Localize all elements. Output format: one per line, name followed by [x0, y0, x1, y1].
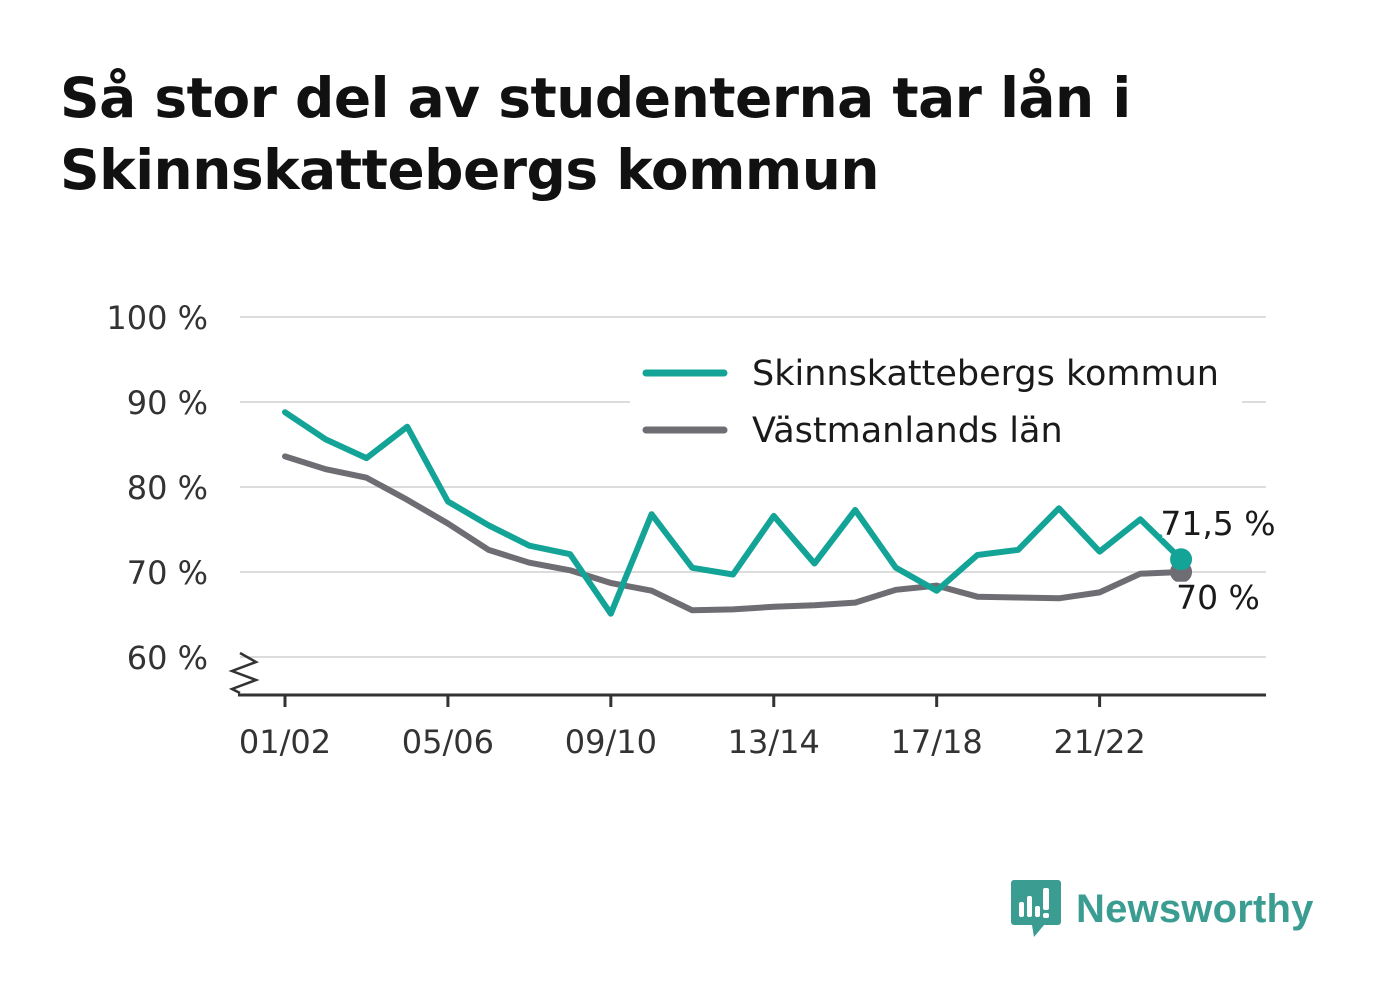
end-point-kommun [1170, 548, 1193, 571]
series-line-lan [282, 453, 1185, 614]
x-tick-label: 21/22 [1053, 723, 1145, 761]
x-tick-label: 01/02 [239, 723, 331, 761]
legend: Skinnskattebergs kommun Västmanlands län [630, 345, 1242, 455]
chart-title: Så stor del av studenterna tar lån i Ski… [60, 62, 1260, 206]
legend-label: Skinnskattebergs kommun [752, 354, 1219, 394]
x-axis-tick-labels: 01/02 05/06 09/10 13/14 17/18 21/22 [239, 723, 1146, 761]
end-label-lan: 70 % [1176, 578, 1260, 617]
brand-name: Newsworthy [1076, 886, 1314, 931]
legend-label: Västmanlands län [752, 411, 1063, 451]
series-lines [282, 409, 1193, 617]
x-tick-label: 17/18 [891, 723, 983, 761]
title-line-1: Så stor del av studenterna tar lån i [60, 66, 1131, 130]
x-tick-label: 09/10 [565, 723, 657, 761]
x-tick-label: 13/14 [728, 723, 820, 761]
x-axis [228, 651, 1266, 707]
y-tick-label: 70 % [127, 554, 208, 592]
newsworthy-logo-icon [1011, 880, 1061, 937]
end-label-kommun: 71,5 % [1160, 504, 1275, 543]
axis-break-icon [228, 651, 260, 695]
end-labels: 71,5 % 70 % [1157, 501, 1278, 620]
y-axis-tick-labels: 60 % 70 % 80 % 90 % 100 % [106, 299, 208, 677]
y-tick-label: 90 % [127, 384, 208, 422]
series-line-kommun [282, 409, 1185, 617]
x-tick-label: 05/06 [402, 723, 494, 761]
title-line-2: Skinnskattebergs kommun [60, 138, 880, 202]
legend-background [630, 345, 1242, 455]
newsworthy-logo: Newsworthy [1010, 878, 1314, 940]
y-tick-label: 60 % [127, 639, 208, 677]
y-tick-label: 100 % [106, 299, 208, 337]
end-label-leader [1158, 532, 1174, 552]
y-tick-label: 80 % [127, 469, 208, 507]
